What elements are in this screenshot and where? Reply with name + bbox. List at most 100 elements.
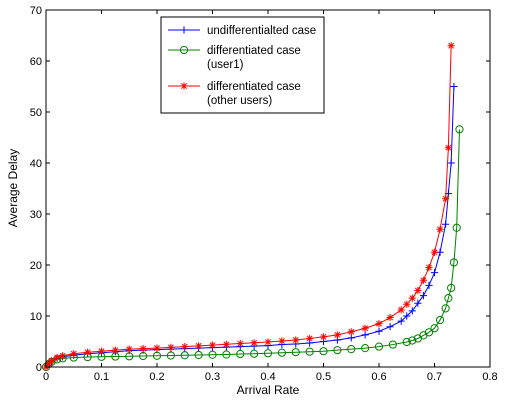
y-tick-label: 60 [30,56,42,68]
data-point [180,351,189,360]
data-point [386,323,394,331]
data-point [194,350,203,360]
data-point [153,344,161,352]
x-tick-label: 0.4 [260,371,275,383]
data-point [441,304,450,313]
data-point [222,350,231,359]
data-point [442,220,450,228]
data-point [167,343,175,351]
data-point [222,340,230,348]
x-axis-label: Arrival Rate [237,383,300,397]
x-tick-label: 0.8 [482,371,497,383]
data-point [442,195,450,203]
data-point [263,349,273,358]
data-point [408,294,416,302]
data-point [305,347,314,356]
data-point [375,320,383,328]
data-point [430,324,439,333]
x-tick-label: 0.2 [149,371,164,383]
x-tick-label: 0.6 [371,371,386,383]
x-tick-label: 0.7 [427,371,442,383]
legend-label: differentiated case [207,81,301,93]
data-point [436,225,444,233]
data-point [195,342,203,350]
data-point [181,343,189,351]
series-line [45,45,452,368]
data-point [250,339,258,347]
series-2 [41,125,464,372]
data-point [306,334,314,343]
y-tick-label: 10 [30,311,42,323]
data-point [278,337,286,345]
data-point [361,344,370,353]
data-point [333,346,342,355]
data-point [455,125,464,134]
data-point [70,350,78,358]
legend-label: (user1) [207,59,244,71]
data-point [447,42,455,50]
data-point [450,82,458,91]
plot-lines [41,42,464,372]
data-point [397,306,405,314]
data-point [166,351,175,360]
legend-item-2: differentiated case (user1) [168,45,301,71]
y-tick-label: 50 [30,107,42,119]
legend-label: (other users) [207,95,272,107]
data-point [414,286,422,295]
data-point [419,292,427,300]
data-point [139,345,147,353]
x-tick-label: 0.3 [205,371,220,383]
data-point [361,324,369,332]
data-point [347,345,356,354]
legend-item-3: differentiated case (other users) [168,81,301,107]
data-point [374,342,384,351]
data-point [386,313,394,322]
data-point [408,336,417,345]
data-point [208,341,217,349]
legend-item-1: undifferentialted case [168,25,316,37]
data-point [53,353,61,361]
data-point [430,248,439,256]
data-point [59,352,67,360]
x-tick-label: 0 [43,371,49,383]
y-tick-label: 70 [30,5,42,17]
data-point [444,294,453,303]
data-point [408,307,416,315]
x-tick-label: 0.5 [316,371,331,383]
data-point [449,258,459,267]
data-point [388,340,397,349]
y-tick-label: 40 [30,158,42,170]
data-point [208,350,217,359]
data-point [319,347,328,356]
axis-ticks: 0 0.1 0.2 0.3 0.4 0.5 0.6 0.7 0.8 0 10 20 30 40 50 60 70 [30,5,498,383]
data-point [152,351,162,360]
legend-label: undifferentialted case [207,25,316,37]
data-point [319,333,328,341]
data-point [447,159,455,167]
y-axis-label: Average Delay [6,149,20,228]
data-point [403,312,411,320]
data-point [291,348,300,357]
data-point [425,263,433,272]
data-point [425,281,433,289]
series-3 [42,42,455,371]
data-point [424,328,434,337]
data-point [447,283,456,293]
data-point [402,337,411,347]
data-point [139,351,148,361]
data-point [84,348,92,356]
data-point [97,347,106,355]
data-point [125,345,133,353]
data-point [361,331,369,339]
legend-box [160,16,325,114]
data-point [45,360,53,368]
data-point [264,338,272,346]
series-line [45,129,460,368]
y-tick-label: 20 [30,260,42,272]
data-point [292,336,300,344]
data-point [419,276,427,284]
x-tick-label: 0.1 [94,371,109,383]
data-point [414,299,422,307]
data-point [347,334,355,342]
